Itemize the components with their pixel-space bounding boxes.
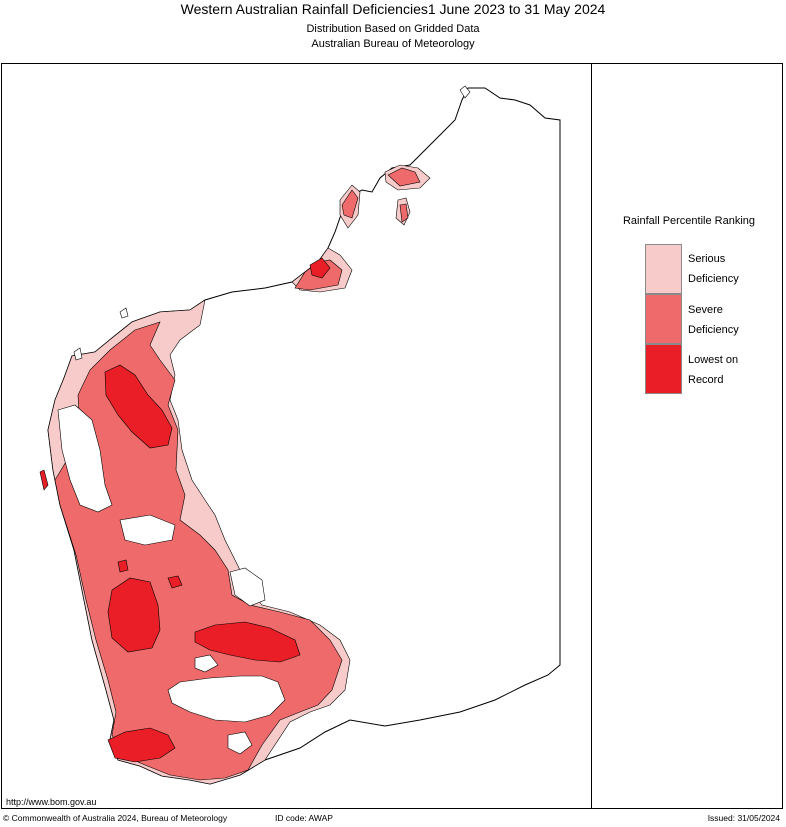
legend-label-line: Lowest on bbox=[688, 354, 739, 366]
coastal-islands bbox=[73, 85, 471, 361]
legend-label-lowest: Lowest on Record bbox=[688, 350, 758, 390]
legend-swatch-lowest bbox=[645, 344, 682, 394]
issued-date: Issued: 31/05/2024 bbox=[707, 813, 780, 823]
legend-label-line: Deficiency bbox=[688, 273, 739, 285]
source-url: http://www.bom.gov.au bbox=[6, 797, 97, 807]
map-subtitle: Distribution Based on Gridded Data bbox=[306, 23, 480, 35]
wa-rainfall-map bbox=[39, 85, 561, 785]
legend-label-serious: Serious Deficiency bbox=[688, 249, 758, 289]
id-code: ID code: AWAP bbox=[275, 813, 333, 823]
unshaded-pockets bbox=[57, 404, 286, 755]
map-frame bbox=[1, 63, 783, 809]
legend-label-severe: Severe Deficiency bbox=[688, 300, 758, 340]
legend-swatch-serious bbox=[645, 244, 682, 294]
severe-deficiency-regions bbox=[54, 167, 421, 781]
legend-label-line: Severe bbox=[688, 304, 723, 316]
legend-label-line: Deficiency bbox=[688, 324, 739, 336]
map-title: Western Australian Rainfall Deficiencies… bbox=[180, 1, 606, 17]
copyright-notice: © Commonwealth of Australia 2024, Bureau… bbox=[3, 813, 228, 823]
legend-title: Rainfall Percentile Ranking bbox=[622, 215, 756, 227]
legend-swatch-severe bbox=[645, 294, 682, 344]
map-source: Australian Bureau of Meteorology bbox=[311, 38, 475, 50]
legend-label-line: Record bbox=[688, 374, 724, 386]
legend-label-line: Serious bbox=[688, 253, 726, 265]
legend-divider bbox=[591, 63, 592, 809]
lowest-on-record-regions bbox=[39, 257, 331, 763]
